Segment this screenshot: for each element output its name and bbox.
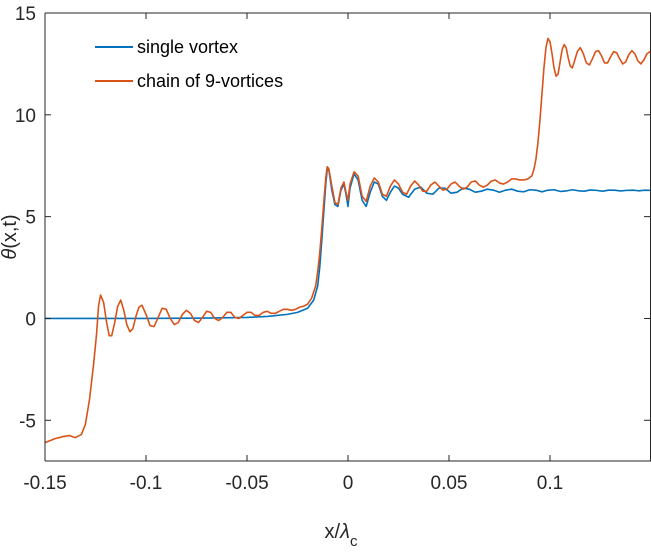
y-tick-label: 15 bbox=[15, 4, 36, 25]
x-tick-label: 0.1 bbox=[537, 473, 563, 494]
x-tick-label: -0.15 bbox=[23, 473, 66, 494]
x-tick-label: -0.1 bbox=[130, 473, 163, 494]
x-axis-title-symbol: λ bbox=[339, 521, 350, 543]
plot-area bbox=[45, 13, 651, 461]
y-tick-label: 5 bbox=[25, 208, 36, 229]
x-tick-label: -0.05 bbox=[225, 473, 268, 494]
y-axis-title-symbol: θ bbox=[0, 249, 21, 260]
ticks-layer: -0.15 -0.1 -0.05 0 0.05 0.1 -5 0 5 10 15 bbox=[15, 4, 650, 494]
legend-label-chain-of-9-vortices: chain of 9-vortices bbox=[137, 71, 283, 91]
x-axis-title-subscript: c bbox=[350, 533, 358, 550]
series-line-chain-of-9-vortices bbox=[45, 37, 651, 444]
series-layer bbox=[45, 37, 651, 444]
y-axis-title-rest: (x,t) bbox=[0, 214, 21, 248]
x-tick-label: 0.05 bbox=[431, 473, 468, 494]
legend-label-single-vortex: single vortex bbox=[137, 37, 238, 57]
legend: single vortex chain of 9-vortices bbox=[95, 37, 283, 91]
y-axis-title: θ(x,t) bbox=[0, 214, 21, 259]
y-tick-label: 10 bbox=[15, 106, 36, 127]
x-axis-title-base: x/ bbox=[325, 521, 341, 543]
x-axis-title: x/λc bbox=[325, 521, 358, 550]
x-tick-label: 0 bbox=[343, 473, 354, 494]
y-tick-label: 0 bbox=[25, 309, 36, 330]
y-tick-label: -5 bbox=[19, 411, 36, 432]
